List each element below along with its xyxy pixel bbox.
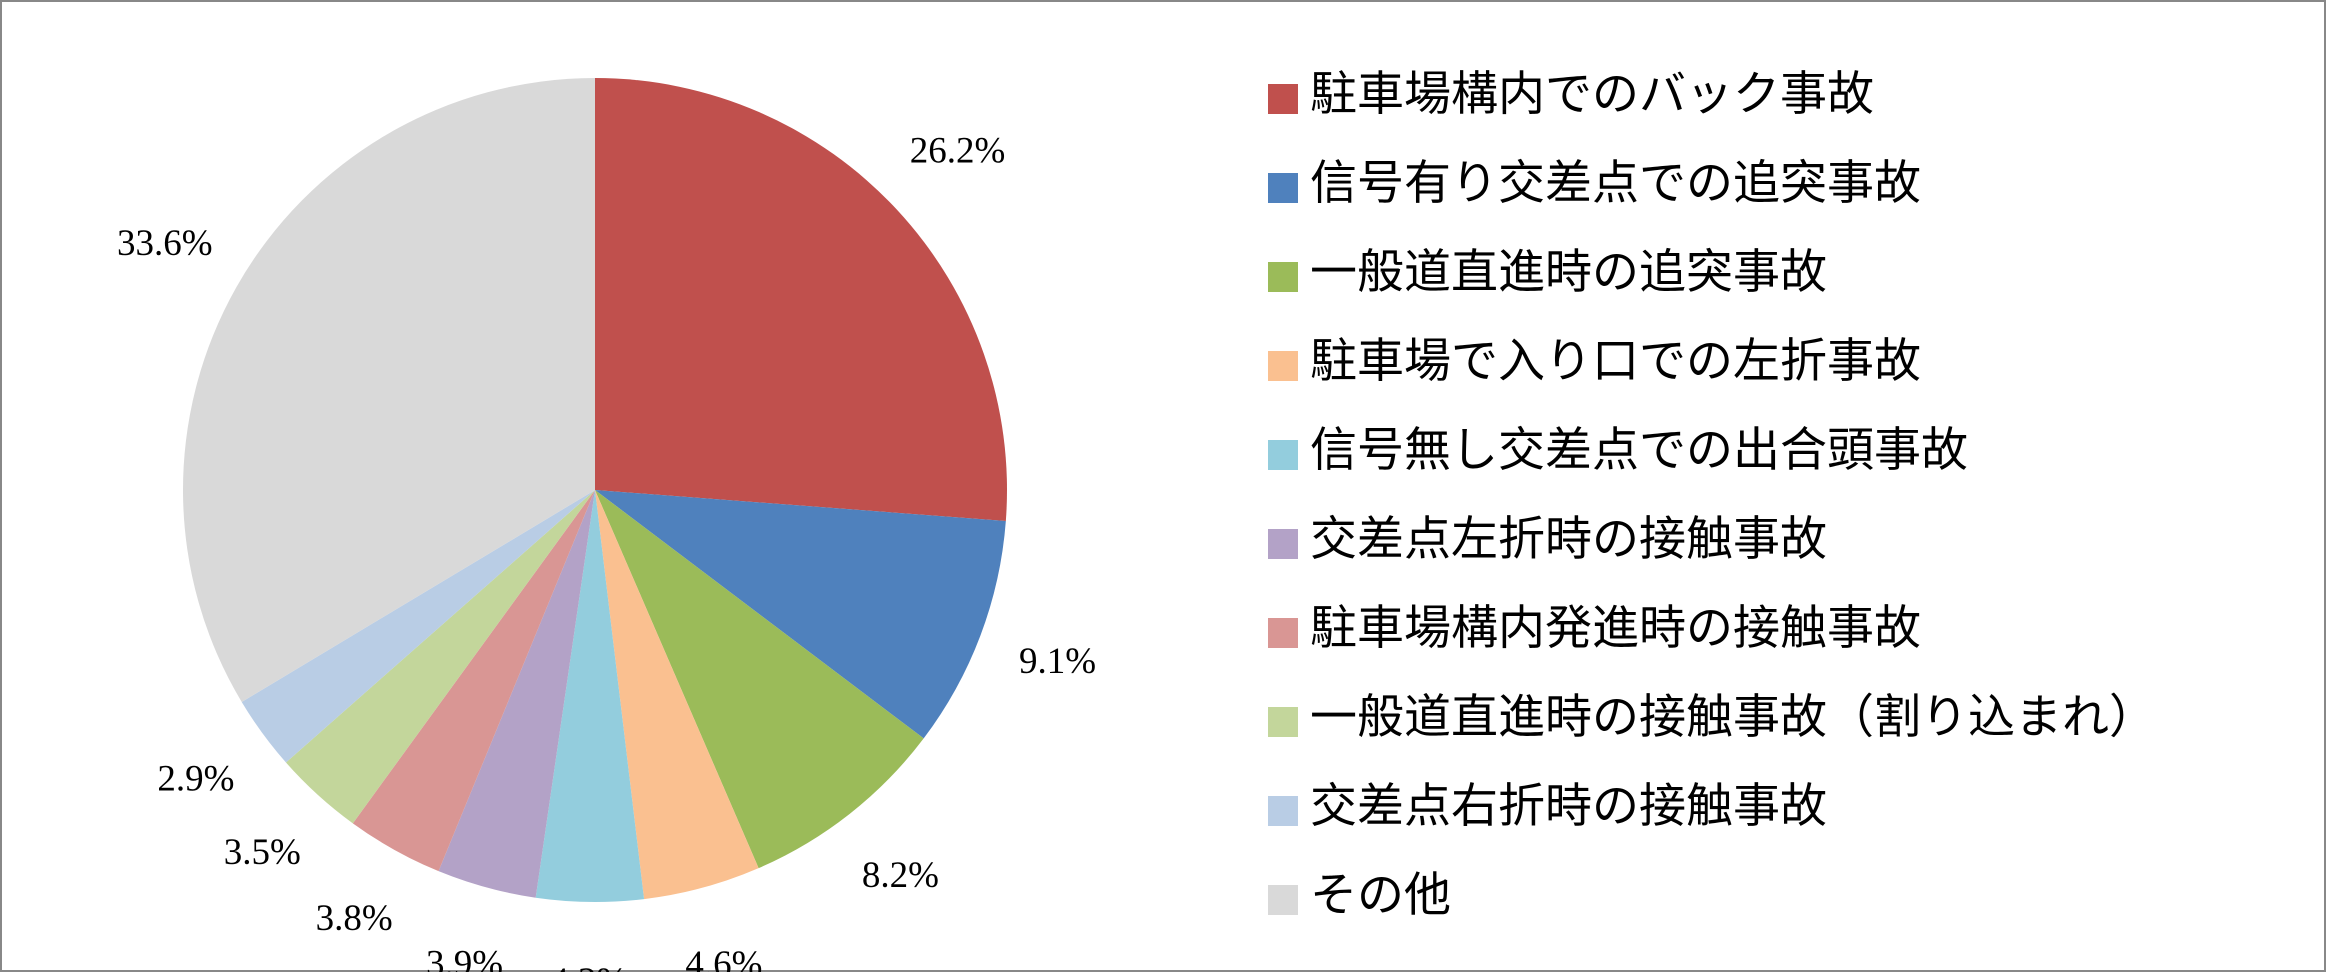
legend-label: 交差点左折時の接触事故 (1310, 514, 1827, 566)
legend-label: 一般道直進時の追突事故 (1310, 247, 1827, 299)
data-label: 33.6% (117, 223, 213, 264)
data-label: 2.9% (157, 758, 234, 799)
legend-swatch (1268, 707, 1298, 737)
data-label: 3.9% (426, 943, 503, 972)
pie-slice (595, 490, 924, 869)
pie-slice (285, 490, 595, 824)
legend-swatch (1268, 796, 1298, 826)
legend-label: 駐車場で入り口での左折事故 (1310, 336, 1921, 388)
legend-swatch (1268, 885, 1298, 915)
legend-label: その他 (1310, 870, 1451, 922)
legend-swatch (1268, 84, 1298, 114)
data-label: 8.2% (862, 855, 939, 896)
pie-slice (595, 490, 1006, 739)
legend-swatch (1268, 618, 1298, 648)
legend-label: 一般道直進時の接触事故（割り込まれ） (1310, 692, 2156, 744)
legend-swatch (1268, 262, 1298, 292)
data-label: 4.2% (550, 961, 627, 972)
pie-slice (595, 78, 1008, 522)
data-label: 9.1% (1019, 641, 1096, 682)
pie-slice (595, 490, 759, 900)
legend-swatch (1268, 440, 1298, 470)
pie-slice (438, 490, 595, 898)
legend-swatch (1268, 173, 1298, 203)
pie-slice (535, 490, 645, 903)
legend-label: 信号有り交差点での追突事故 (1310, 158, 1921, 210)
data-label: 3.5% (224, 832, 301, 873)
data-label: 26.2% (910, 130, 1006, 171)
pie-slice (241, 490, 595, 763)
legend-swatch (1268, 529, 1298, 559)
legend-label: 信号無し交差点での出合頭事故 (1310, 425, 1968, 477)
pie-slice (182, 78, 595, 702)
legend-label: 駐車場構内でのバック事故 (1310, 69, 1874, 121)
data-label: 4.6% (685, 944, 762, 972)
legend-swatch (1268, 351, 1298, 381)
legend-label: 駐車場構内発進時の接触事故 (1310, 603, 1921, 655)
data-label: 3.8% (316, 898, 393, 939)
pie-slice (352, 490, 595, 872)
legend-label: 交差点右折時の接触事故 (1310, 781, 1827, 833)
